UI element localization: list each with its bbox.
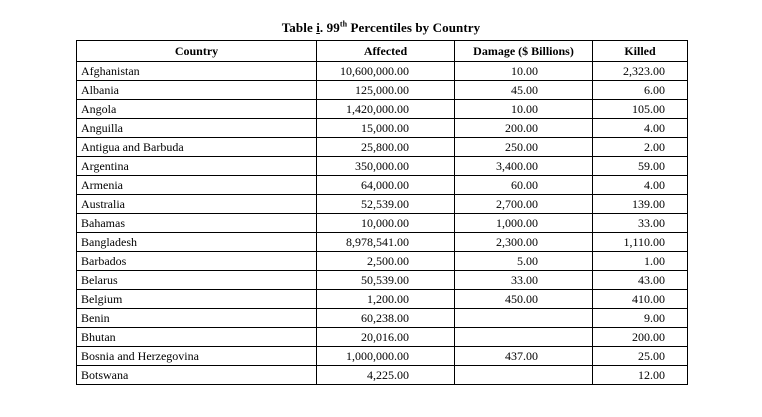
country-cell: Afghanistan <box>76 61 317 81</box>
country-cell: Bahamas <box>76 213 317 233</box>
damage-cell: 45.00 <box>454 80 593 100</box>
caption-roman: i <box>316 20 320 35</box>
table-row: Angola 1,420,000.00 10.00 105.00 <box>76 99 688 119</box>
damage-cell <box>454 308 593 328</box>
affected-cell: 15,000.00 <box>316 118 455 138</box>
country-cell: Belgium <box>76 289 317 309</box>
damage-cell: 10.00 <box>454 99 593 119</box>
country-cell: Antigua and Barbuda <box>76 137 317 157</box>
damage-cell <box>454 327 593 347</box>
table-row: Barbados 2,500.00 5.00 1.00 <box>76 251 688 271</box>
affected-cell: 10,600,000.00 <box>316 61 455 81</box>
damage-cell: 60.00 <box>454 175 593 195</box>
killed-cell: 33.00 <box>592 213 688 233</box>
affected-cell: 2,500.00 <box>316 251 455 271</box>
killed-cell: 1.00 <box>592 251 688 271</box>
killed-cell: 12.00 <box>592 365 688 385</box>
damage-cell: 5.00 <box>454 251 593 271</box>
caption-prefix: Table <box>281 20 317 35</box>
country-cell: Angola <box>76 99 317 119</box>
table-body: Afghanistan 10,600,000.00 10.00 2,323.00 Alb… <box>76 61 688 385</box>
column-header-damage: Damage ($ Billions) <box>454 40 593 62</box>
caption-suffix: Percentiles by Country <box>347 20 481 35</box>
country-cell: Bangladesh <box>76 232 317 252</box>
killed-cell: 4.00 <box>592 175 688 195</box>
damage-cell: 10.00 <box>454 61 593 81</box>
affected-cell: 1,200.00 <box>316 289 455 309</box>
caption-mid: . 99 <box>319 20 340 35</box>
killed-cell: 9.00 <box>592 308 688 328</box>
country-cell: Albania <box>76 80 317 100</box>
damage-cell: 2,300.00 <box>454 232 593 252</box>
country-cell: Barbados <box>76 251 317 271</box>
killed-cell: 410.00 <box>592 289 688 309</box>
table-row: Bangladesh 8,978,541.00 2,300.00 1,110.00 <box>76 232 688 252</box>
damage-cell: 2,700.00 <box>454 194 593 214</box>
table-row: Botswana 4,225.00 12.00 <box>76 365 688 385</box>
table-row: Bhutan 20,016.00 200.00 <box>76 327 688 347</box>
killed-cell: 25.00 <box>592 346 688 366</box>
country-cell: Australia <box>76 194 317 214</box>
country-cell: Anguilla <box>76 118 317 138</box>
table-row: Bahamas 10,000.00 1,000.00 33.00 <box>76 213 688 233</box>
damage-cell <box>454 365 593 385</box>
killed-cell: 4.00 <box>592 118 688 138</box>
column-header-killed: Killed <box>592 40 688 62</box>
killed-cell: 105.00 <box>592 99 688 119</box>
killed-cell: 6.00 <box>592 80 688 100</box>
affected-cell: 8,978,541.00 <box>316 232 455 252</box>
damage-cell: 33.00 <box>454 270 593 290</box>
damage-cell: 1,000.00 <box>454 213 593 233</box>
affected-cell: 125,000.00 <box>316 80 455 100</box>
killed-cell: 139.00 <box>592 194 688 214</box>
country-cell: Armenia <box>76 175 317 195</box>
killed-cell: 43.00 <box>592 270 688 290</box>
table-row: Armenia 64,000.00 60.00 4.00 <box>76 175 688 195</box>
killed-cell: 200.00 <box>592 327 688 347</box>
country-cell: Bosnia and Herzegovina <box>76 346 317 366</box>
country-cell: Belarus <box>76 270 317 290</box>
damage-cell: 3,400.00 <box>454 156 593 176</box>
affected-cell: 64,000.00 <box>316 175 455 195</box>
table-row: Anguilla 15,000.00 200.00 4.00 <box>76 118 688 138</box>
country-cell: Benin <box>76 308 317 328</box>
killed-cell: 59.00 <box>592 156 688 176</box>
table-row: Argentina 350,000.00 3,400.00 59.00 <box>76 156 688 176</box>
country-cell: Argentina <box>76 156 317 176</box>
caption-superscript: th <box>339 19 348 29</box>
header-row: Country Affected Damage ($ Billions) Kil… <box>76 40 688 62</box>
percentiles-table: Country Affected Damage ($ Billions) Kil… <box>76 40 688 385</box>
column-header-affected: Affected <box>316 40 455 62</box>
country-cell: Bhutan <box>76 327 317 347</box>
table-row: Bosnia and Herzegovina 1,000,000.00 437.00… <box>76 346 688 366</box>
table-caption: Table i. 99th Percentiles by Country <box>0 20 762 36</box>
table-row: Benin 60,238.00 9.00 <box>76 308 688 328</box>
table-row: Albania 125,000.00 45.00 6.00 <box>76 80 688 100</box>
damage-cell: 437.00 <box>454 346 593 366</box>
affected-cell: 50,539.00 <box>316 270 455 290</box>
affected-cell: 350,000.00 <box>316 156 455 176</box>
damage-cell: 450.00 <box>454 289 593 309</box>
affected-cell: 1,420,000.00 <box>316 99 455 119</box>
affected-cell: 4,225.00 <box>316 365 455 385</box>
killed-cell: 2,323.00 <box>592 61 688 81</box>
table-row: Antigua and Barbuda 25,800.00 250.00 2.00 <box>76 137 688 157</box>
affected-cell: 10,000.00 <box>316 213 455 233</box>
table-row: Belgium 1,200.00 450.00 410.00 <box>76 289 688 309</box>
column-header-country: Country <box>76 40 317 62</box>
killed-cell: 2.00 <box>592 137 688 157</box>
affected-cell: 52,539.00 <box>316 194 455 214</box>
damage-cell: 250.00 <box>454 137 593 157</box>
table-row: Belarus 50,539.00 33.00 43.00 <box>76 270 688 290</box>
affected-cell: 1,000,000.00 <box>316 346 455 366</box>
damage-cell: 200.00 <box>454 118 593 138</box>
killed-cell: 1,110.00 <box>592 232 688 252</box>
table-row: Australia 52,539.00 2,700.00 139.00 <box>76 194 688 214</box>
affected-cell: 25,800.00 <box>316 137 455 157</box>
country-cell: Botswana <box>76 365 317 385</box>
affected-cell: 60,238.00 <box>316 308 455 328</box>
affected-cell: 20,016.00 <box>316 327 455 347</box>
table-row: Afghanistan 10,600,000.00 10.00 2,323.00 <box>76 61 688 81</box>
